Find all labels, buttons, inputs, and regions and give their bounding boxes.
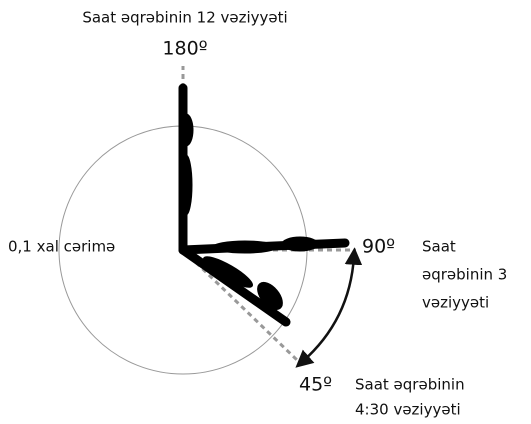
caption-line: əqrəbinin 3	[422, 266, 507, 284]
arrow	[295, 247, 363, 368]
title: Saat əqrəbinin 12 vəziyyəti	[82, 9, 287, 27]
caption-line: vəziyyəti	[422, 294, 489, 312]
penalty-label: 0,1 xal cərimə	[8, 238, 115, 256]
caption-line: Saat	[422, 238, 456, 256]
silhouettes	[178, 83, 350, 327]
angle-label: 180º	[162, 38, 207, 60]
angle-label: 45º	[299, 374, 332, 396]
caption-line: Saat əqrəbinin	[355, 376, 465, 394]
angle-label: 90º	[362, 236, 395, 258]
caption-line: 4:30 vəziyyəti	[355, 401, 461, 419]
